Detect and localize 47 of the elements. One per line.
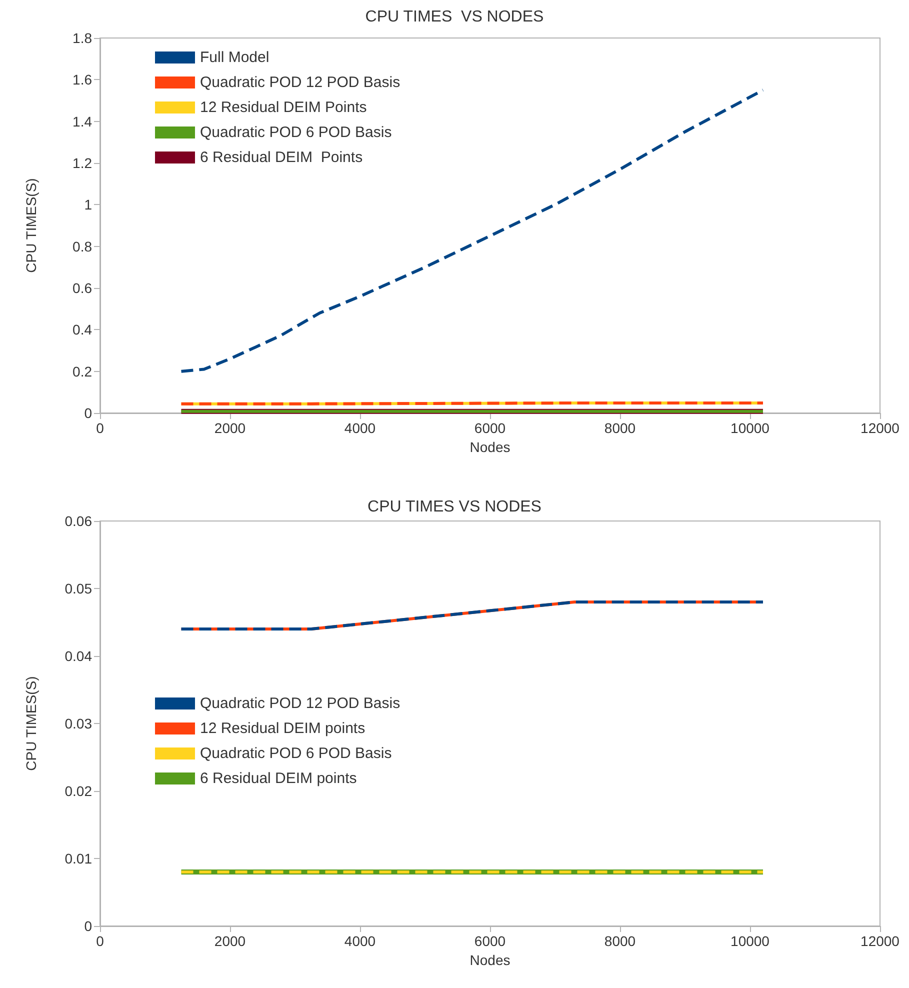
x-axis-title: Nodes [470,438,510,455]
legend-label: 6 Residual DEIM Points [200,149,363,166]
y-tick-label: 0.6 [72,280,92,296]
y-tick-label: 0.2 [72,363,92,380]
y-tick-label: 1.4 [72,113,92,130]
legend-label: 12 Residual DEIM points [200,720,366,737]
x-tick-label: 0 [96,420,104,436]
legend-label: 12 Residual DEIM Points [200,99,367,116]
chart-title: CPU TIMES VS NODES [365,8,544,26]
legend-label: 6 Residual DEIM points [200,770,357,787]
y-tick-label: 0.02 [64,783,92,799]
x-tick-label: 6000 [474,933,506,949]
y-tick-label: 1.6 [72,72,92,88]
legend-label: Quadratic POD 6 POD Basis [200,124,392,141]
x-tick-label: 10000 [730,420,770,436]
legend-label: Quadratic POD 12 POD Basis [200,74,400,91]
x-tick-label: 0 [96,933,104,949]
y-tick-label: 0.06 [64,513,92,529]
x-tick-label: 8000 [604,933,636,949]
y-tick-label: 1 [84,196,92,213]
x-tick-label: 8000 [604,420,636,436]
x-tick-label: 10000 [730,933,770,949]
y-axis-title: CPU TIMES(S) [23,178,39,273]
y-tick-label: 0 [84,405,92,421]
x-tick-label: 4000 [344,933,376,949]
legend-label: Full Model [200,49,270,66]
y-tick-label: 0.03 [64,716,92,732]
y-tick-label: 0.05 [64,580,92,596]
y-tick-label: 0 [84,918,92,934]
y-tick-label: 0.04 [64,648,92,664]
y-tick-label: 1.2 [72,155,92,171]
x-tick-label: 12000 [860,420,900,436]
line-series [180,88,764,373]
y-tick-label: 0.01 [64,850,92,866]
x-tick-label: 2000 [214,420,246,436]
x-tick-label: 2000 [214,933,246,949]
x-tick-label: 12000 [860,933,900,949]
x-axis-title: Nodes [470,952,510,968]
y-axis-title: CPU TIMES(S) [23,676,39,771]
chart-title: CPU TIMES VS NODES [368,498,542,516]
y-tick-label: 0.8 [72,238,92,254]
legend-label: Quadratic POD 12 POD Basis [200,695,400,712]
y-tick-label: 0.4 [72,322,92,338]
legend-label: Quadratic POD 6 POD Basis [200,745,392,762]
x-tick-label: 6000 [474,420,506,436]
y-tick-label: 1.8 [72,30,92,46]
x-tick-label: 4000 [344,420,376,436]
